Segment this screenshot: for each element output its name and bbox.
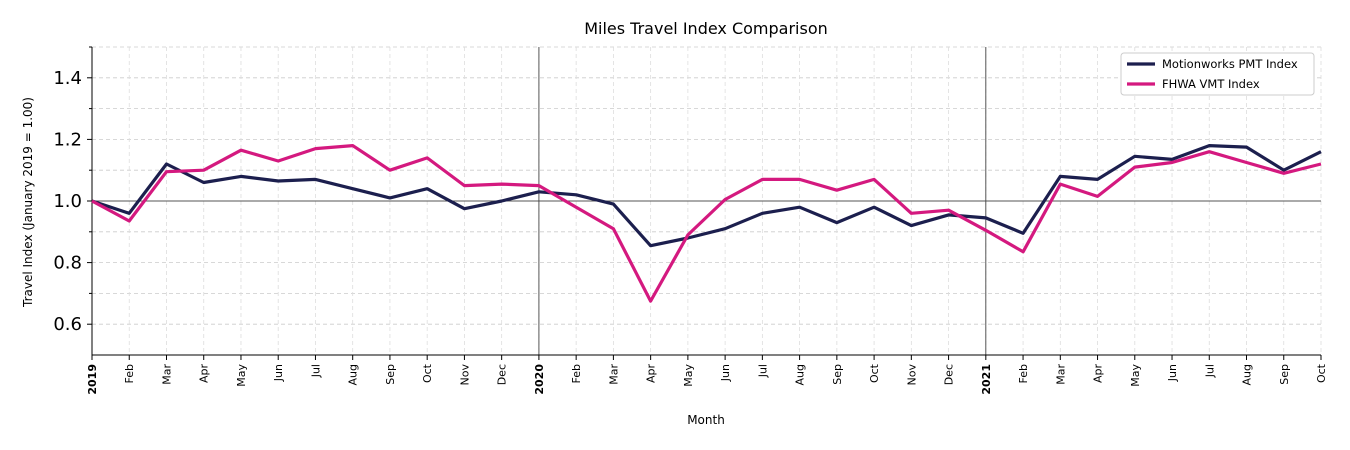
legend-label: FHWA VMT Index (1162, 77, 1260, 91)
x-tick-label: Aug (1241, 364, 1254, 385)
x-tick-label: May (235, 364, 248, 387)
x-tick-label: Jul (756, 364, 769, 378)
x-tick-label: Jun (719, 364, 732, 382)
x-tick-label: Aug (794, 364, 807, 385)
x-tick-label: Apr (645, 364, 658, 384)
x-tick-label: Jul (309, 364, 322, 378)
x-tick-label: 2019 (86, 364, 99, 395)
x-tick-label: Mar (160, 364, 173, 385)
x-tick-label: Jun (1166, 364, 1179, 382)
x-tick-label: Dec (943, 364, 956, 385)
x-tick-label: Dec (496, 364, 509, 385)
y-tick-label: 0.8 (53, 253, 82, 274)
x-tick-label: Feb (123, 364, 136, 383)
x-tick-label: Feb (1017, 364, 1030, 383)
x-tick-label: Sep (1278, 364, 1291, 385)
chart-title: Miles Travel Index Comparison (584, 19, 828, 38)
x-tick-label: Mar (1054, 364, 1067, 385)
x-tick-label: Aug (347, 364, 360, 385)
series-line-0 (91, 144, 1322, 248)
y-tick-label: 1.4 (53, 68, 82, 89)
x-tick-label: Apr (198, 364, 211, 384)
x-tick-label: Feb (570, 364, 583, 383)
y-tick-label: 0.6 (53, 314, 82, 335)
x-tick-label: Nov (458, 364, 471, 386)
x-tick-label: Mar (607, 364, 620, 385)
legend-label: Motionworks PMT Index (1162, 57, 1298, 71)
x-tick-label: May (682, 364, 695, 387)
x-tick-label: Oct (868, 363, 881, 383)
legend-box (1120, 52, 1315, 96)
series-line-1 (91, 144, 1322, 303)
x-tick-label: Oct (421, 363, 434, 383)
x-tick-label: Jun (272, 364, 285, 382)
y-axis-label: Travel Index (January 2019 = 1.00) (21, 97, 35, 308)
legend: Motionworks PMT Index FHWA VMT Index (1120, 52, 1315, 96)
x-tick-label: Sep (831, 364, 844, 385)
x-tick-label: Nov (905, 364, 918, 386)
x-tick-label: Apr (1092, 364, 1105, 384)
x-tick-label: Jul (1203, 364, 1216, 378)
y-tick-label: 1.2 (53, 129, 82, 150)
x-tick-label: May (1129, 364, 1142, 387)
x-axis-label: Month (687, 413, 725, 427)
y-tick-label: 1.0 (53, 191, 82, 212)
x-tick-label: Sep (384, 364, 397, 385)
x-tick-label: 2020 (533, 364, 546, 395)
x-tick-label: Oct (1315, 363, 1328, 383)
x-tick-label: 2021 (980, 364, 993, 395)
